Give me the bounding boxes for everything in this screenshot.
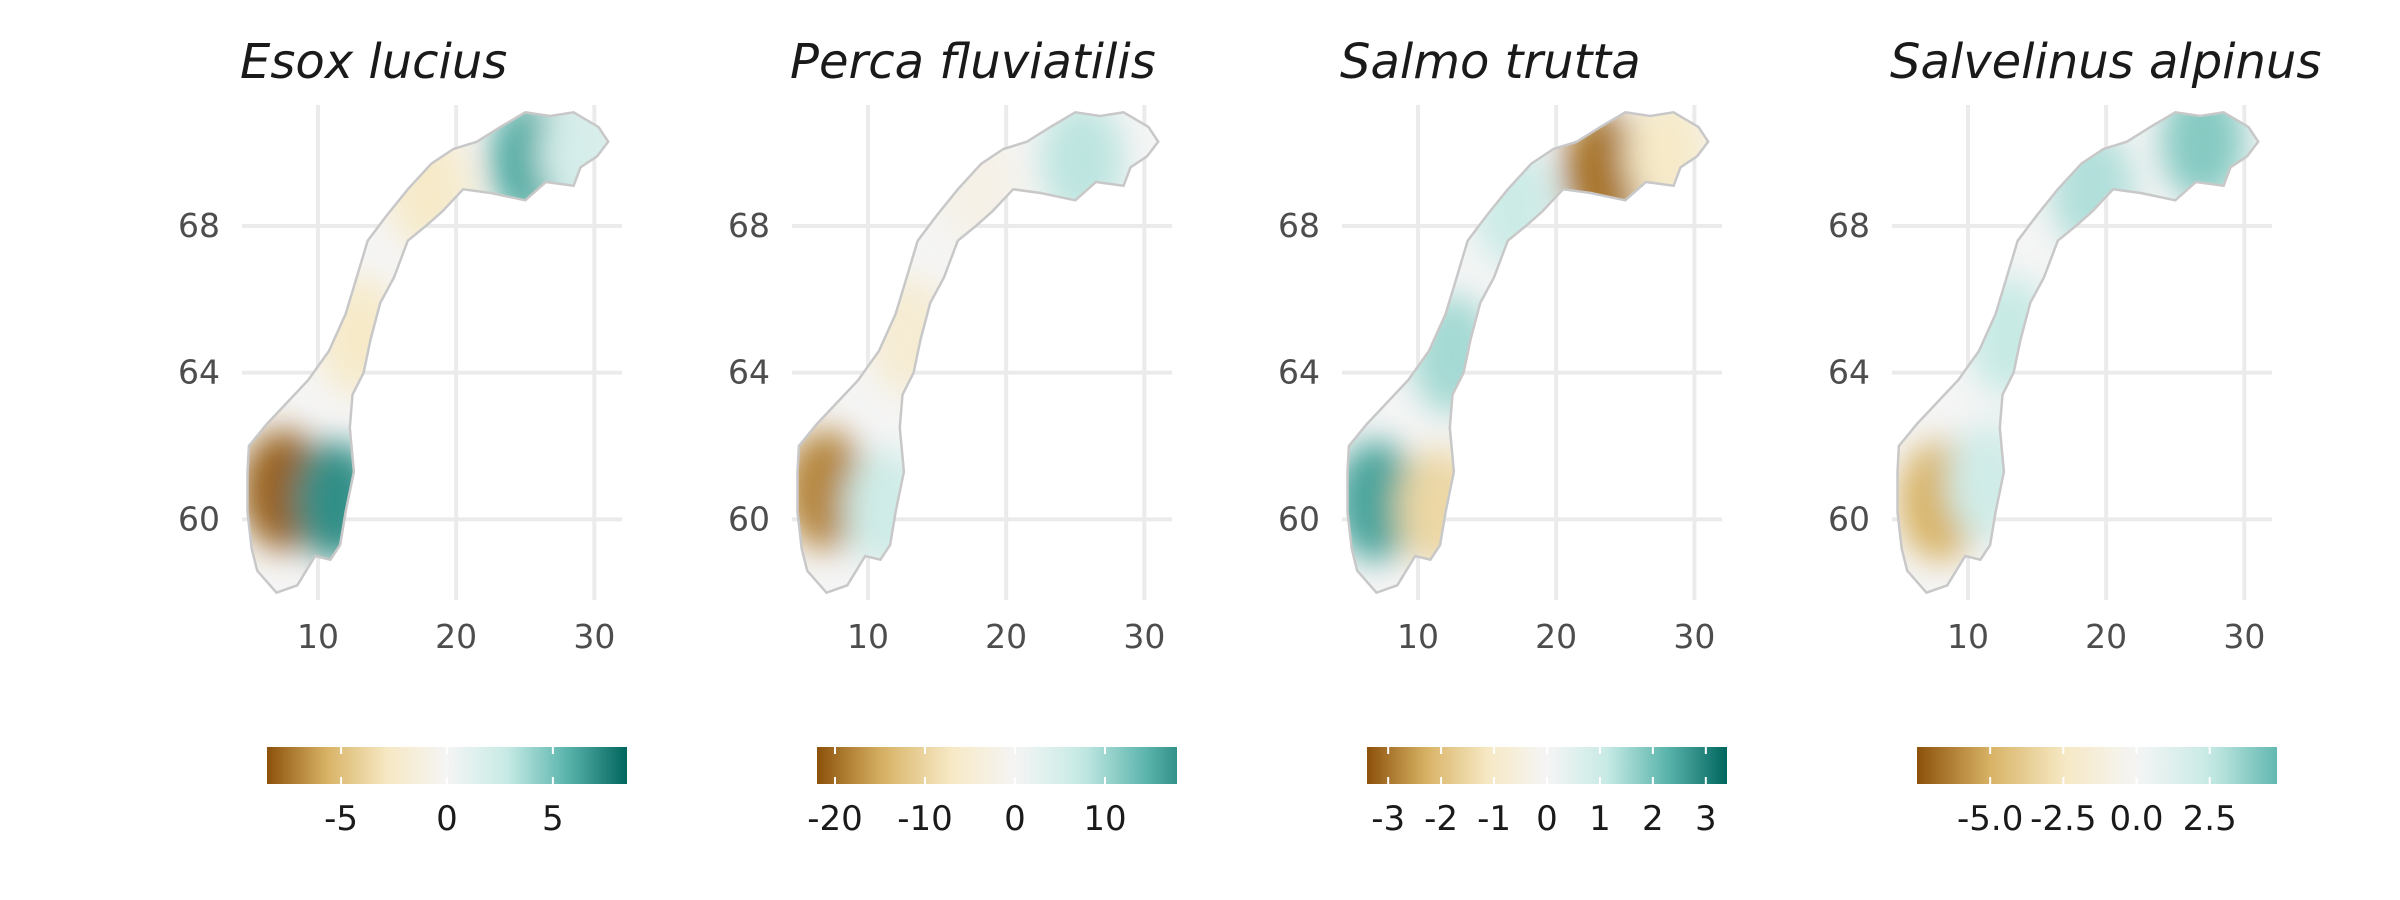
map-fill	[1897, 112, 2259, 593]
colorbar-tick-label: 5	[542, 799, 564, 839]
x-tick-label: 20	[1535, 617, 1577, 656]
colorbar-tick-label: -5.0	[1957, 799, 2023, 839]
colorbar-tick-label: 0.0	[2109, 799, 2163, 839]
colorbar-tick-label: 2.5	[2183, 799, 2237, 839]
region-finnmark	[2160, 112, 2245, 202]
region-middle	[867, 276, 952, 396]
y-tick-label: 64	[1828, 353, 1870, 392]
coastline	[1896, 110, 2260, 595]
panel-4: Salvelinus alpinus 60 64 68 10 20 30 -5.0 -2.5 0.…	[1828, 34, 2321, 839]
x-tick-label: 20	[985, 617, 1027, 656]
region-northeast	[538, 112, 609, 213]
x-tick-label: 30	[573, 617, 615, 656]
x-tick-label: 10	[847, 617, 889, 656]
y-tick-label: 60	[728, 499, 770, 538]
coastline	[246, 110, 610, 595]
colorbar-tick-label: -1	[1477, 799, 1511, 839]
y-tick-label: 60	[178, 499, 220, 538]
colorbar-tick-label: -5	[324, 799, 358, 839]
panel-title: Salmo trutta	[1340, 34, 1641, 90]
x-tick-label: 30	[1673, 617, 1715, 656]
y-tick-label: 64	[178, 353, 220, 392]
panel-title: Perca fluviatilis	[790, 34, 1156, 90]
colorbar	[817, 747, 1177, 784]
colorbar-tick-label: 0	[436, 799, 458, 839]
colorbar-tick-label: 2	[1642, 799, 1664, 839]
x-tick-label: 30	[1123, 617, 1165, 656]
y-tick-label: 68	[1828, 206, 1870, 245]
y-tick-label: 68	[178, 206, 220, 245]
x-tick-label: 20	[2085, 617, 2127, 656]
y-tick-label: 60	[1278, 499, 1320, 538]
region-middle	[317, 276, 402, 396]
x-tick-label: 10	[1947, 617, 1989, 656]
colorbar-tick-label: -10	[897, 799, 953, 839]
colorbar-tick-label: -20	[807, 799, 863, 839]
region-southeast	[1396, 448, 1481, 569]
colorbar-tick-label: -2.5	[2030, 799, 2096, 839]
x-tick-label: 10	[1397, 617, 1439, 656]
region-southeast	[1946, 422, 2031, 543]
y-tick-label: 60	[1828, 499, 1870, 538]
x-tick-label: 20	[435, 617, 477, 656]
colorbar-tick-label: 0	[1004, 799, 1026, 839]
colorbar-tick-label: -3	[1371, 799, 1405, 839]
panel-title: Salvelinus alpinus	[1890, 34, 2321, 90]
x-tick-label: 30	[2223, 617, 2265, 656]
region-middle	[1967, 276, 2052, 396]
colorbar	[1917, 747, 2277, 784]
region-finnmark	[1040, 112, 1125, 220]
region-southwest	[1347, 441, 1419, 561]
panel-1: Esox lucius 60 64 68 10 20 30 -5 0 5	[178, 34, 627, 839]
colorbar-tick-label: 10	[1083, 799, 1126, 839]
colorbar-tick-label: -2	[1424, 799, 1458, 839]
colorbar-tick-label: 3	[1695, 799, 1717, 839]
colorbar-tick-label: 0	[1536, 799, 1558, 839]
colorbar-tick-label: 1	[1589, 799, 1611, 839]
panel-2: Perca fluviatilis 60 64 68 10 20 30 -20 -10 0 10	[728, 34, 1177, 839]
y-tick-label: 64	[728, 353, 770, 392]
y-tick-label: 68	[728, 206, 770, 245]
region-southeast	[293, 441, 378, 561]
coastline	[1346, 110, 1710, 595]
coastline	[796, 110, 1160, 595]
x-tick-label: 10	[297, 617, 339, 656]
panel-title: Esox lucius	[240, 34, 507, 90]
y-tick-label: 68	[1278, 206, 1320, 245]
y-tick-label: 64	[1278, 353, 1320, 392]
panel-3: Salmo trutta 60 64 68 10 20 30 -3 -2 -1 0 1 2 3	[1278, 34, 1727, 839]
